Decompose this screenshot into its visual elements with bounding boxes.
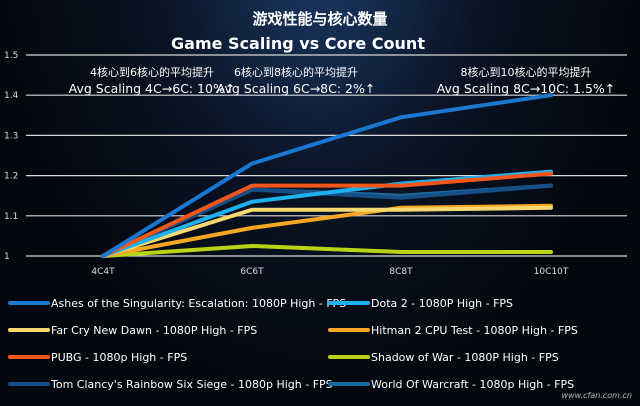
chart-subtitle: Game Scaling vs Core Count <box>171 34 425 53</box>
annotation-cn: 6核心到8核心的平均提升 <box>234 65 358 79</box>
y-tick-label: 1 <box>4 252 10 262</box>
legend-item: Far Cry New Dawn - 1080P High - FPS <box>8 324 257 337</box>
annotation-en: Avg Scaling 6C→8C: 2%↑ <box>217 81 376 96</box>
series-line <box>101 171 553 258</box>
series-line <box>101 183 553 258</box>
y-tick-label: 1.5 <box>4 51 18 61</box>
legend-label: Tom Clancy's Rainbow Six Siege - 1080p H… <box>50 378 333 391</box>
legend-label: Hitman 2 CPU Test - 1080P High - FPS <box>371 324 578 337</box>
legend-label: Shadow of War - 1080P High - FPS <box>371 351 559 364</box>
series-line <box>101 169 553 258</box>
y-tick-label: 1.1 <box>4 212 18 222</box>
watermark: www.cfan.com.cn <box>562 391 633 400</box>
y-tick-label: 1.2 <box>4 172 18 182</box>
series-line <box>101 183 553 258</box>
legend-label: World Of Warcraft - 1080p High - FPS <box>371 378 574 391</box>
y-tick-label: 1.4 <box>4 91 19 101</box>
legend-item: World Of Warcraft - 1080p High - FPS <box>328 378 574 391</box>
annotation-en: Avg Scaling 4C→6C: 10%↑ <box>69 81 236 96</box>
annotation-cn: 4核心到6核心的平均提升 <box>90 65 214 79</box>
x-tick-label: 8C8T <box>389 267 413 277</box>
y-tick-label: 1.3 <box>4 131 18 141</box>
legend-label: PUBG - 1080p High - FPS <box>51 351 187 364</box>
legend-item: Shadow of War - 1080P High - FPS <box>328 351 559 364</box>
legend-item: Tom Clancy's Rainbow Six Siege - 1080p H… <box>8 378 333 391</box>
series-line <box>101 93 553 258</box>
legend-item: Ashes of the Singularity: Escalation: 10… <box>8 297 346 310</box>
legend-label: Far Cry New Dawn - 1080P High - FPS <box>51 324 257 337</box>
x-tick-label: 10C10T <box>534 267 569 277</box>
legend-item: PUBG - 1080p High - FPS <box>8 351 187 364</box>
legend-item: Dota 2 - 1080P High - FPS <box>328 297 513 310</box>
series-line <box>101 203 553 258</box>
x-tick-label: 4C4T <box>91 267 115 277</box>
annotation-cn: 8核心到10核心的平均提升 <box>461 65 592 79</box>
legend-label: Dota 2 - 1080P High - FPS <box>371 297 513 310</box>
legend-item: Hitman 2 CPU Test - 1080P High - FPS <box>328 324 578 337</box>
annotation-en: Avg Scaling 8C→10C: 1.5%↑ <box>437 81 616 96</box>
chart-title: 游戏性能与核心数量 <box>252 10 387 28</box>
series-line <box>101 205 553 258</box>
x-tick-label: 6C6T <box>240 267 264 277</box>
legend-label: Ashes of the Singularity: Escalation: 10… <box>51 297 346 310</box>
series-line <box>101 243 553 258</box>
